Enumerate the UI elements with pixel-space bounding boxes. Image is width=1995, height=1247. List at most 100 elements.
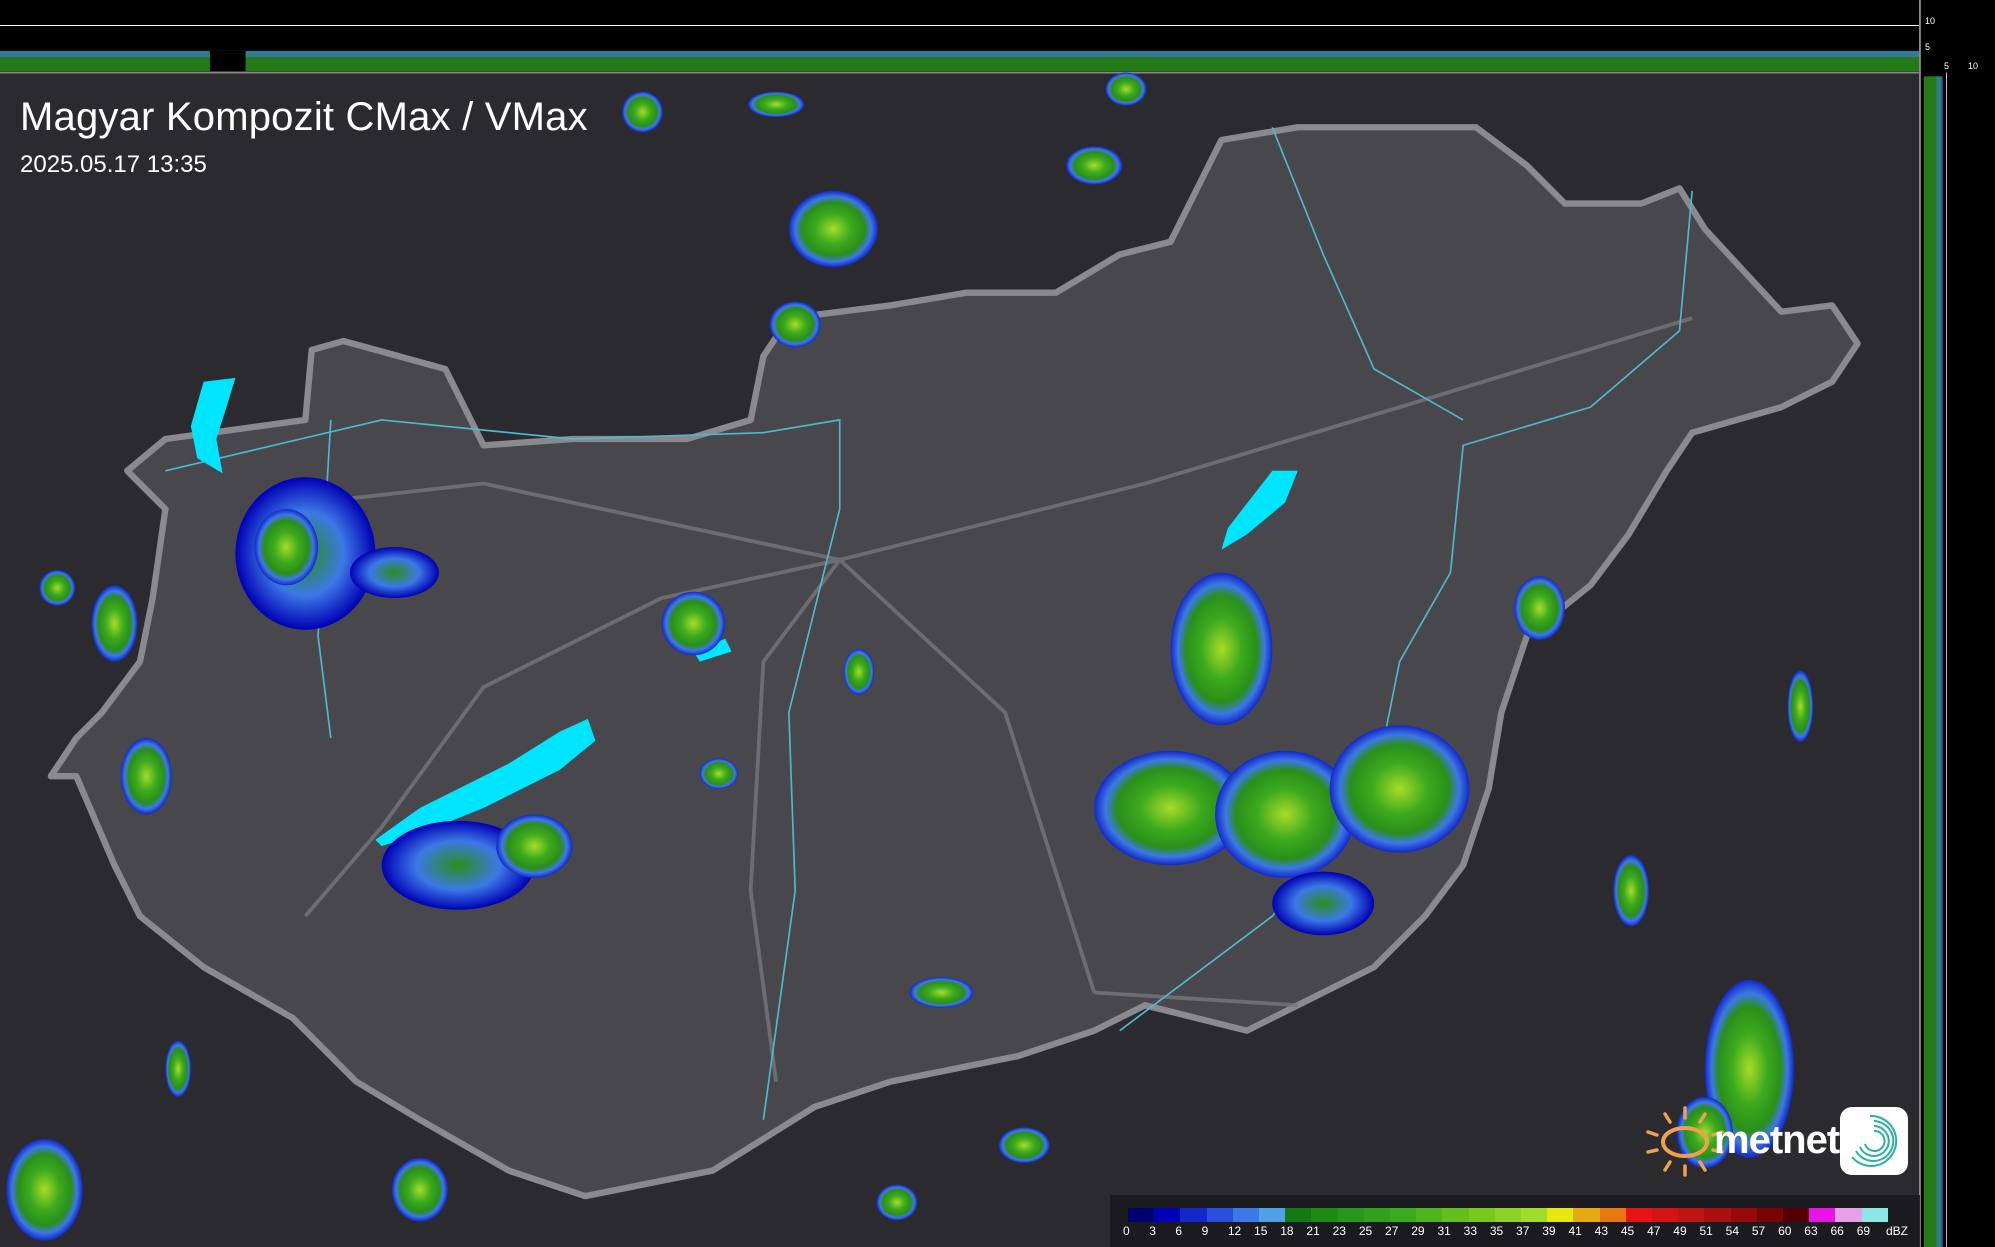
- app-logo-icon: [1840, 1107, 1908, 1175]
- radar-echo: [788, 190, 878, 268]
- map-title: Magyar Kompozit CMax / VMax: [20, 95, 588, 139]
- legend-swatch: [1730, 1208, 1757, 1222]
- legend-swatch: [1783, 1208, 1810, 1222]
- radar-echo: [748, 91, 805, 118]
- radar-echo: [1170, 572, 1273, 726]
- profile-tick-label: 5: [1944, 61, 1950, 71]
- radar-echo: [622, 91, 663, 133]
- legend-swatch: [1128, 1208, 1155, 1222]
- lake-tisza: [1221, 470, 1298, 550]
- legend-label: 12: [1227, 1224, 1242, 1238]
- radar-echo: [349, 547, 439, 599]
- legend-swatch: [1678, 1208, 1705, 1222]
- legend-label: 43: [1594, 1224, 1609, 1238]
- radar-echo: [381, 820, 535, 910]
- top-profile-blue: [0, 50, 1920, 58]
- right-profile-blue: [1936, 76, 1943, 1247]
- radar-echo: [661, 591, 726, 656]
- profile-tick-label: 10: [1968, 61, 1979, 71]
- radar-echo: [391, 1157, 448, 1222]
- profile-tick-label: 10: [1925, 16, 1936, 26]
- top-profile-gap: [209, 50, 246, 72]
- legend-label: 63: [1804, 1224, 1818, 1238]
- legend-swatch: [1704, 1208, 1731, 1222]
- legend-label: 66: [1830, 1224, 1844, 1238]
- legend-swatch: [1337, 1208, 1364, 1222]
- radar-echo: [91, 585, 138, 662]
- legend-label: 69: [1856, 1224, 1871, 1238]
- reflectivity-legend: 0 3 6 9 12 15 18 21 23 25 27 29 31 33 35 37 39 41 43 45 47 49…: [1110, 1195, 1920, 1247]
- legend-label: 35: [1489, 1224, 1504, 1238]
- legend-label: 27: [1385, 1224, 1399, 1238]
- legend-label: 47: [1647, 1224, 1661, 1238]
- legend-label: 3: [1149, 1224, 1156, 1238]
- swirl-icon: [1851, 1114, 1898, 1167]
- radar-echo: [843, 648, 875, 695]
- legend-swatch: [1756, 1208, 1784, 1222]
- radar-echo: [1066, 146, 1123, 185]
- radar-echo: [1613, 855, 1649, 927]
- legend-swatch: [1861, 1208, 1888, 1222]
- legend-swatch: [1416, 1208, 1443, 1222]
- radar-echo: [1787, 670, 1814, 742]
- radar-echo: [1514, 576, 1565, 641]
- legend-swatch: [1442, 1208, 1469, 1222]
- legend-swatch: [1468, 1208, 1495, 1222]
- legend-swatch: [1259, 1208, 1286, 1222]
- legend-label: 25: [1358, 1224, 1373, 1238]
- radar-echo: [909, 977, 974, 1008]
- radar-echoes: [6, 72, 1814, 1241]
- radar-echo: [496, 814, 573, 878]
- radar-echo: [699, 758, 738, 789]
- legend-label: 31: [1437, 1224, 1451, 1238]
- legend-labels: 0 3 6 9 12 15 18 21 23 25 27 29 31 33 35 37 39 41 43 45 47 49…: [1123, 1224, 1883, 1238]
- legend-label: 15: [1254, 1224, 1268, 1238]
- brand-name: metnet: [1714, 1117, 1840, 1162]
- legend-swatch: [1573, 1208, 1600, 1222]
- legend-swatch: [1547, 1208, 1574, 1222]
- radar-echo: [1094, 750, 1247, 866]
- legend-label: 57: [1751, 1224, 1766, 1238]
- metnet-logo: metnet: [1640, 1100, 1840, 1180]
- radar-echo: [1215, 750, 1356, 878]
- legend-label: 37: [1516, 1224, 1530, 1238]
- legend-label: 0: [1123, 1224, 1130, 1238]
- legend-label: 23: [1332, 1224, 1346, 1238]
- legend-label: 60: [1778, 1224, 1792, 1238]
- radar-echo: [39, 570, 76, 606]
- radar-echo: [1105, 72, 1147, 106]
- legend-swatch: [1521, 1208, 1548, 1222]
- legend-color-bar: [1128, 1208, 1888, 1222]
- legend-swatch: [1599, 1208, 1626, 1222]
- legend-swatch: [1835, 1208, 1862, 1222]
- legend-label: 41: [1568, 1224, 1582, 1238]
- legend-label: 33: [1463, 1224, 1477, 1238]
- legend-swatch: [1180, 1208, 1207, 1222]
- radar-echo: [6, 1138, 83, 1241]
- lake-ferto: [190, 377, 236, 474]
- legend-label: 45: [1620, 1224, 1635, 1238]
- lake-velence: [693, 638, 732, 662]
- radar-echo: [1329, 725, 1470, 853]
- sun-icon: [1646, 1106, 1724, 1177]
- lake-balaton: [375, 718, 596, 847]
- legend-swatch: [1311, 1208, 1338, 1222]
- radar-echo: [876, 1184, 918, 1221]
- legend-swatch: [1494, 1208, 1522, 1222]
- map-timestamp: 2025.05.17 13:35: [20, 151, 207, 178]
- legend-swatch: [1809, 1208, 1836, 1222]
- radar-echo: [254, 508, 319, 586]
- radar-echo: [998, 1127, 1050, 1164]
- radar-echo: [769, 301, 821, 348]
- lakes: [190, 377, 1298, 847]
- legend-label: 9: [1201, 1224, 1209, 1238]
- radar-echo: [120, 738, 172, 815]
- legend-label: 51: [1699, 1224, 1713, 1238]
- legend-label: 21: [1306, 1224, 1320, 1238]
- legend-unit: dBZ: [1885, 1224, 1908, 1238]
- profile-tick-label: 5: [1925, 42, 1931, 52]
- radar-echo: [1272, 871, 1375, 936]
- legend-label: 29: [1411, 1224, 1425, 1238]
- legend-swatch: [1363, 1208, 1391, 1222]
